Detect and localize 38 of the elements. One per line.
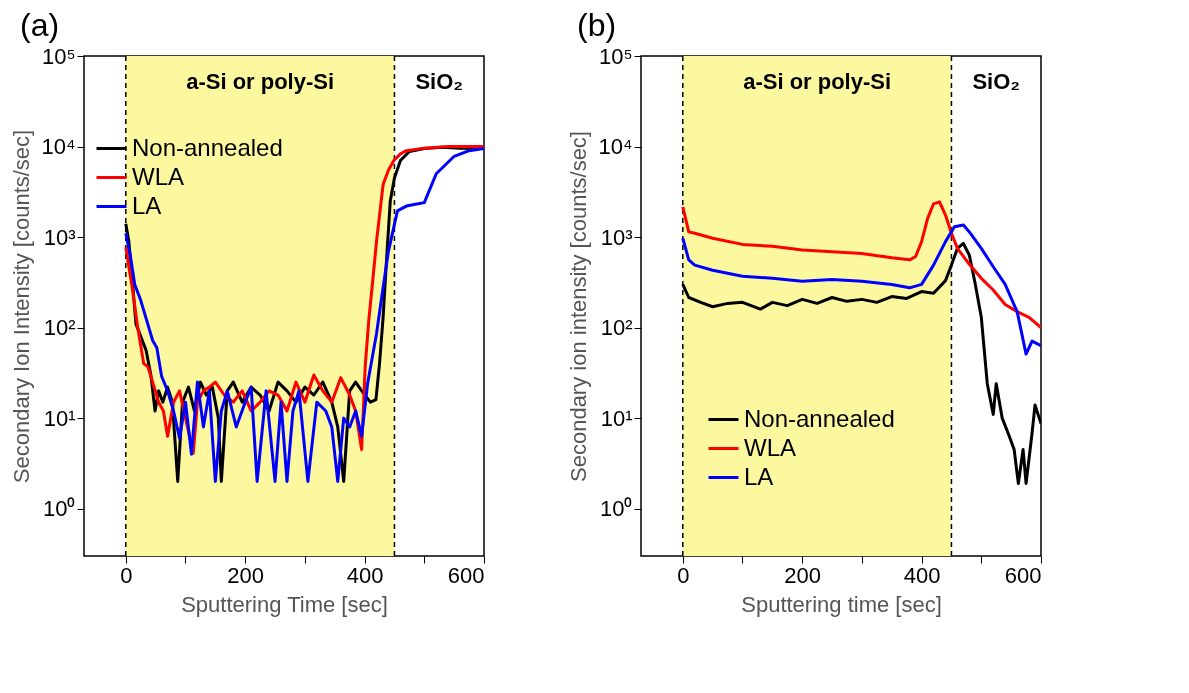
x-tick-label: 600: [447, 562, 485, 588]
y-tick-label: 10²: [600, 315, 633, 341]
y-tick-label: 10⁴: [41, 134, 76, 160]
y-axis-title: Secondary Ion Intensity [counts/sec]: [8, 129, 34, 484]
line-series: [681, 223, 1041, 356]
y-axis-title: Secondary ion intensity [counts/sec]: [565, 131, 591, 482]
x-tick-label: 400: [903, 562, 941, 588]
band-label: a-Si or poly-Si: [186, 69, 335, 94]
line-series: [681, 200, 1041, 330]
annotation: SiO₂: [972, 69, 1021, 94]
y-tick-label: 10⁴: [598, 134, 633, 160]
y-tick-label: 10⁵: [598, 43, 633, 69]
x-axis-title: Sputtering Time [sec]: [181, 591, 388, 617]
x-tick-label: 0: [677, 562, 690, 588]
y-tick-label: 10¹: [600, 405, 633, 431]
legend-label: WLA: [132, 162, 185, 190]
x-axis-title: Sputtering time [sec]: [741, 591, 942, 617]
y-tick-label: 10³: [43, 224, 76, 250]
y-tick-label: 10³: [600, 224, 633, 250]
x-tick-label: 400: [346, 562, 384, 588]
legend-label: WLA: [744, 433, 797, 461]
y-tick-label: 10⁵: [41, 43, 76, 69]
y-tick-label: 10¹: [43, 405, 76, 431]
chart-title: (a): [20, 7, 60, 43]
legend-label: LA: [744, 462, 774, 490]
legend-label: LA: [132, 191, 162, 219]
x-tick-label: 0: [120, 562, 133, 588]
x-tick-label: 600: [1004, 562, 1042, 588]
band-label: a-Si or poly-Si: [743, 69, 892, 94]
chart-title: (b): [577, 7, 617, 43]
legend-label: Non-annealed: [744, 404, 895, 432]
x-tick-label: 200: [227, 562, 265, 588]
annotation: SiO₂: [415, 69, 464, 94]
y-tick-label: 10²: [43, 315, 76, 341]
y-tick-label: 10⁰: [600, 496, 633, 522]
legend-label: Non-annealed: [132, 133, 283, 161]
y-tick-label: 10⁰: [43, 496, 76, 522]
x-tick-label: 200: [784, 562, 822, 588]
